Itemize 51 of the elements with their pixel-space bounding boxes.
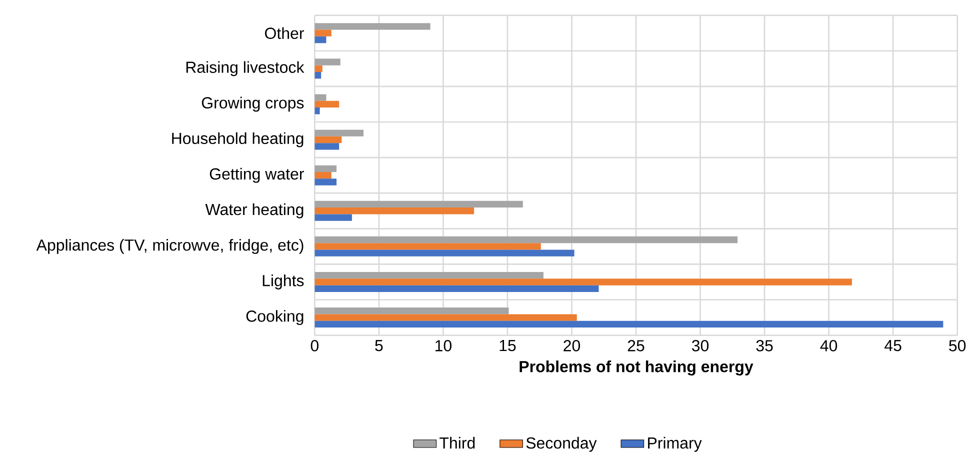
y-tick-label: Household heating <box>172 132 304 148</box>
bar <box>314 208 474 214</box>
x-tick-label: 35 <box>756 340 773 352</box>
bar <box>314 143 340 150</box>
x-tick-label: 50 <box>949 340 966 352</box>
x-tick-label: 25 <box>628 340 644 352</box>
bar <box>314 58 340 66</box>
x-tick-label: 15 <box>500 340 516 352</box>
bar <box>314 130 364 136</box>
bar <box>314 23 430 30</box>
bar <box>314 30 332 36</box>
bar <box>314 314 577 321</box>
x-tick-label: 30 <box>692 340 709 352</box>
legend-label: Third <box>440 436 475 449</box>
x-tick-label: 5 <box>375 340 383 352</box>
bar <box>314 94 326 101</box>
bar <box>314 165 337 172</box>
y-tick-label: Growing crops <box>202 96 304 112</box>
bar <box>314 214 352 221</box>
x-axis-title: Problems of not having energy <box>520 360 754 376</box>
bar <box>314 136 342 144</box>
bar <box>314 250 574 256</box>
bar <box>314 36 326 44</box>
bar <box>314 172 332 179</box>
bar <box>314 308 509 314</box>
bar <box>314 272 544 279</box>
y-tick-label: Other <box>265 27 304 39</box>
bar <box>314 320 944 328</box>
x-tick-label: 40 <box>820 340 838 352</box>
bar <box>314 243 541 250</box>
x-tick-label: 0 <box>310 340 319 352</box>
y-tick-label: Appliances (TV, microwve, fridge, etc) <box>36 238 304 254</box>
y-tick-label: Raising livestock <box>186 61 304 76</box>
y-tick-label: Cooking <box>246 310 304 326</box>
x-tick-label: 45 <box>884 340 902 352</box>
bar <box>314 178 337 186</box>
legend-label: Primary <box>648 436 702 452</box>
bar <box>314 285 599 292</box>
bar <box>314 278 852 286</box>
bar <box>314 65 322 72</box>
y-tick-label: Lights <box>262 274 304 290</box>
bar <box>314 236 738 244</box>
y-tick-label: Getting water <box>210 168 304 183</box>
bar <box>314 100 340 108</box>
bar <box>314 72 322 79</box>
y-tick-label: Water heating <box>205 203 304 218</box>
x-tick-label: 10 <box>436 340 452 352</box>
bar <box>314 108 320 114</box>
legend-label: Seconday <box>526 436 597 452</box>
x-tick-label: 20 <box>564 340 580 352</box>
bar <box>314 200 523 208</box>
